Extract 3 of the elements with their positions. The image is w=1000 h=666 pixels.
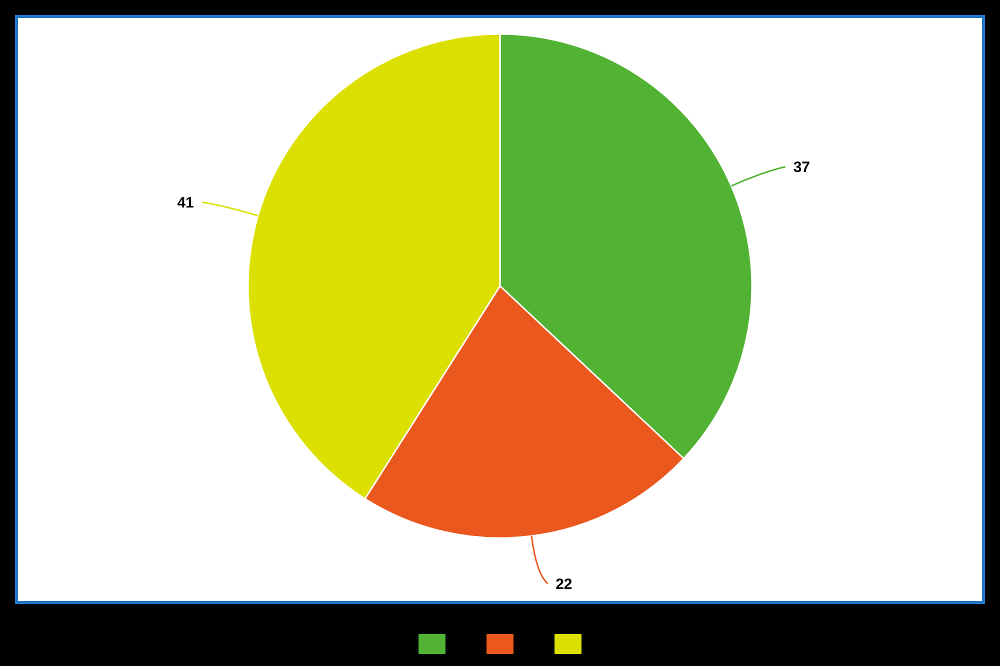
data-label: 37 — [793, 159, 810, 176]
data-label: 41 — [177, 194, 194, 212]
data-label: 22 — [556, 576, 572, 593]
